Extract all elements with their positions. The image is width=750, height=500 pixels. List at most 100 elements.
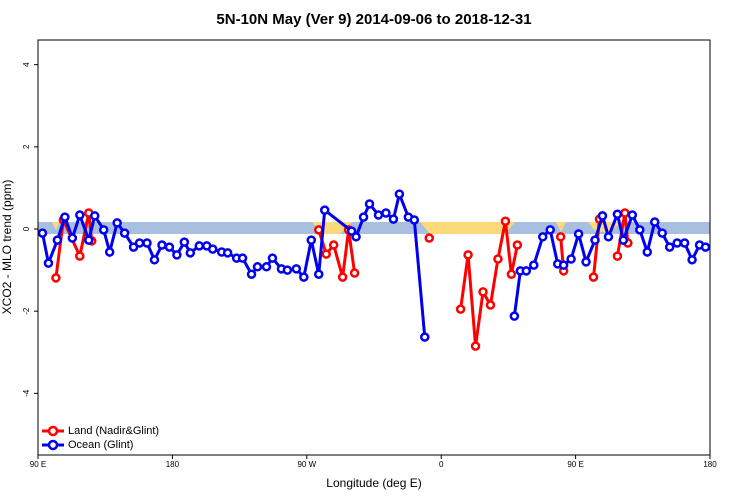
data-point [573,229,584,239]
data-point [52,235,63,245]
data-point [642,247,653,257]
data-point [545,225,555,235]
data-point [512,240,523,250]
data-point [346,226,357,236]
data-point [179,237,190,247]
data-point [664,242,675,252]
data-point [98,225,109,235]
data-point [470,341,481,351]
data-point [555,232,566,242]
x-tick-label: 180 [166,460,180,469]
data-point [612,209,623,219]
data-point [529,260,539,270]
data-point [75,210,85,220]
data-point [142,238,152,248]
x-tick-label: 90 W [297,460,316,469]
data-point [321,249,331,259]
data-point [84,235,94,245]
data-point [672,238,682,248]
data-point [164,242,175,252]
data-point [222,248,233,258]
data-point [43,258,54,268]
data-point [89,211,100,221]
data-point [75,251,85,261]
data-point [537,232,548,242]
data-point [51,273,61,283]
data-point [509,311,520,321]
data-point [194,241,205,251]
data-point [388,214,399,224]
data-point [128,242,139,252]
data-point [463,250,473,260]
data-point [597,211,608,221]
data-point [246,269,257,279]
y-tick-label: 4 [22,62,31,67]
data-point [207,244,218,254]
data-point [291,264,302,274]
data-point [485,300,496,310]
data-point [424,233,435,243]
y-tick-label: -2 [22,307,31,315]
data-point [420,332,430,342]
data-point [635,225,645,235]
data-point [618,235,629,245]
plot-frame [37,39,711,456]
x-tick-label: 0 [439,460,444,469]
data-point [319,205,330,215]
y-tick-label: 2 [22,144,31,149]
data-point [37,228,48,238]
plot-area [37,189,711,351]
data-point [566,254,576,264]
chart-title: 5N-10N May (Ver 9) 2014-09-06 to 2018-12… [216,11,531,28]
data-point [394,189,405,199]
data-point [313,269,324,279]
data-point [261,262,272,272]
data-point [620,208,630,218]
data-point [237,253,248,263]
data-point [500,216,511,226]
data-point [657,228,667,238]
data-point [306,235,317,245]
data-point [581,257,591,267]
data-point [409,215,420,225]
data-point [299,272,309,282]
data-point [612,251,623,261]
data-point [328,240,339,250]
data-point [157,240,167,250]
data-point [506,269,517,279]
data-point [358,212,369,222]
data-point [649,217,660,227]
data-point [337,272,348,282]
data-point [627,210,638,220]
data-point [349,268,360,278]
data-point [252,262,263,272]
data-point [172,250,182,260]
legend-label: Land (Nadir&Glint) [68,425,159,437]
x-tick-label: 90 E [30,460,46,469]
data-point [60,212,70,222]
x-tick-label: 90 E [567,460,583,469]
y-tick-label: -4 [22,389,31,397]
legend-marker [47,439,59,451]
data-point [364,199,375,209]
data-point [478,287,488,297]
data-point [381,208,391,218]
data-point [603,232,614,242]
data-point [67,233,78,243]
x-tick-label: 180 [703,460,717,469]
data-point [493,254,503,264]
legend-label: Ocean (Glint) [68,439,133,451]
data-point [119,228,130,238]
data-point [104,247,115,257]
data-point [700,242,711,252]
data-point [134,238,145,248]
data-point [112,218,122,228]
x-axis-label: Longitude (deg E) [326,476,421,490]
data-point [558,260,569,270]
y-tick-label: 0 [22,226,31,231]
data-point [267,253,278,263]
data-point [351,232,361,242]
data-point [455,304,466,314]
data-point [149,255,160,265]
